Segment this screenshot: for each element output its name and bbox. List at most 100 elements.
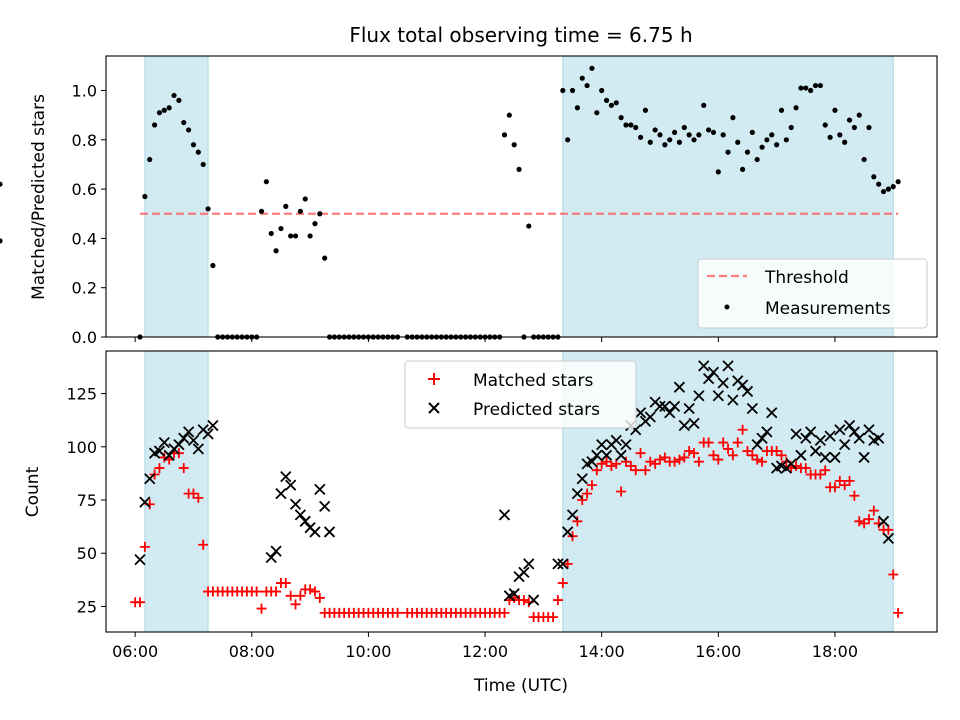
x-axis-label: Time (UTC) <box>473 676 568 696</box>
measurement-point <box>317 211 323 217</box>
legend-predicted-swatch <box>428 402 440 414</box>
predicted-point <box>839 439 851 451</box>
predicted-point <box>163 449 175 461</box>
matched-point <box>285 590 296 601</box>
measurement-point <box>560 87 566 94</box>
legend-threshold-label: Threshold <box>764 268 849 288</box>
measurement-point <box>322 255 328 261</box>
bottom-legend: Matched stars Predicted stars <box>404 360 637 429</box>
measurement-point <box>827 134 833 140</box>
predicted-point <box>620 439 632 451</box>
measurement-point <box>151 122 158 128</box>
predicted-point <box>824 430 836 442</box>
predicted-point <box>586 456 598 468</box>
predicted-point <box>843 419 856 432</box>
matched-point <box>693 456 704 467</box>
matched-point <box>868 505 879 516</box>
measurement-point <box>618 115 624 121</box>
matched-point <box>193 492 204 503</box>
matched-point <box>577 495 588 506</box>
measurement-point <box>200 161 206 168</box>
measurement-point <box>812 82 819 89</box>
matched-star-points <box>130 424 904 623</box>
measurement-point <box>205 206 211 212</box>
measurement-point <box>895 179 901 185</box>
predicted-point <box>877 515 890 527</box>
measurement-point <box>142 193 148 200</box>
matched-point <box>859 518 870 529</box>
predicted-point <box>741 385 754 398</box>
predicted-point <box>523 558 535 570</box>
matched-point <box>883 524 894 535</box>
matched-point <box>256 603 267 614</box>
predicted-point <box>299 515 311 527</box>
measurement-point <box>642 107 649 113</box>
measurement-point <box>866 124 872 131</box>
measurement-point <box>565 137 571 143</box>
measurement-point <box>876 181 882 187</box>
predicted-point <box>814 434 827 447</box>
measurement-point <box>599 87 605 94</box>
measurement-point <box>759 144 765 150</box>
measurement-point <box>691 137 697 143</box>
measurement-point <box>156 110 163 116</box>
measurement-point <box>603 97 610 103</box>
matched-point <box>689 448 700 459</box>
predicted-point <box>610 434 622 447</box>
measurement-point <box>302 196 308 202</box>
bottom-legend-box <box>404 360 637 429</box>
predicted-point <box>552 558 564 570</box>
matched-point <box>708 450 719 461</box>
matched-point <box>154 463 165 474</box>
y-tick-label: 0.4 <box>72 229 97 248</box>
predicted-point <box>659 400 671 412</box>
matched-point <box>650 458 661 469</box>
measurement-point <box>749 129 755 136</box>
matched-point <box>732 437 743 448</box>
shaded-interval-1 <box>144 350 209 633</box>
bottom-y-ticks: 25 50 75 100 125 <box>66 385 106 616</box>
measurement-point <box>774 142 780 148</box>
matched-point <box>815 469 826 480</box>
y-tick-label: 0.8 <box>72 131 97 150</box>
predicted-point <box>309 526 321 538</box>
x-tick-label: 08:00 <box>229 642 275 661</box>
matched-point <box>752 454 763 465</box>
measurement-point <box>832 107 838 113</box>
measurement-point <box>730 115 736 121</box>
matched-point <box>771 446 782 457</box>
measurement-point <box>613 100 619 106</box>
predicted-point <box>178 432 190 444</box>
matched-point <box>309 586 320 597</box>
matched-point <box>620 456 631 467</box>
predicted-point <box>756 432 768 444</box>
y-tick-label: 25 <box>77 597 97 616</box>
measurement-point <box>190 142 197 148</box>
measurement-point <box>788 124 794 131</box>
predicted-point <box>557 558 569 570</box>
predicted-point <box>848 426 861 438</box>
measurement-point <box>735 139 741 145</box>
measurement-point <box>637 134 644 140</box>
measurement-point <box>701 102 707 108</box>
y-tick-label: 0.0 <box>72 328 97 347</box>
chart-title: Flux total observing time = 6.75 h <box>349 23 692 47</box>
matched-point <box>640 465 651 476</box>
matched-point <box>178 463 189 474</box>
measurement-point <box>633 124 639 131</box>
predicted-point <box>182 426 195 438</box>
matched-point <box>562 558 573 569</box>
predicted-point <box>795 449 807 461</box>
shaded-interval-1 <box>144 55 209 338</box>
measurement-point <box>769 132 775 138</box>
measurement-point <box>584 82 590 89</box>
predicted-point <box>571 487 584 500</box>
y-tick-label: 100 <box>66 438 97 457</box>
matched-point <box>727 450 738 461</box>
matched-point <box>557 578 568 589</box>
measurement-point <box>501 132 508 138</box>
matched-point <box>713 454 724 465</box>
matched-point <box>849 490 860 501</box>
top-y-axis-label: Matched/Predicted stars <box>29 94 49 300</box>
top-legend: Threshold Measurements <box>697 258 928 329</box>
